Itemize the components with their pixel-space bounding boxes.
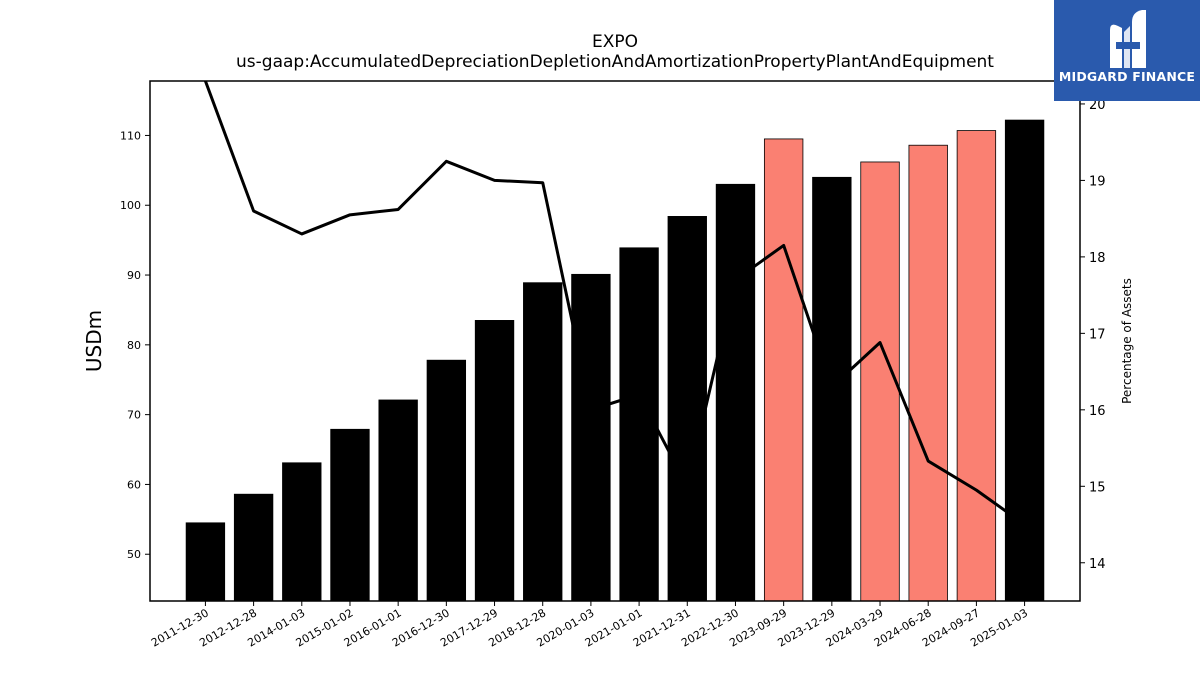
y-axis-label-left: USDm	[82, 309, 106, 373]
y-tick-label-left: 60	[127, 478, 141, 491]
midgard-finance-logo: MIDGARD FINANCE	[1054, 0, 1200, 101]
y-tick-label-right: 16	[1089, 404, 1106, 419]
logo-mark-icon	[1110, 10, 1146, 69]
y-tick-label-right: 17	[1089, 327, 1106, 342]
y-tick-label-right: 20	[1089, 98, 1106, 113]
y-tick-label-left: 110	[120, 129, 141, 142]
bar	[860, 161, 900, 601]
bar	[378, 399, 418, 601]
bar	[523, 282, 563, 601]
y-tick-label-left: 100	[120, 199, 141, 212]
bar	[667, 216, 707, 601]
bar	[1004, 119, 1045, 601]
percentage-line	[204, 81, 1026, 526]
bar	[330, 428, 370, 601]
bar	[956, 130, 997, 601]
bar	[282, 462, 322, 601]
bar	[474, 320, 515, 601]
bar	[715, 183, 756, 601]
y-tick-label-left: 70	[127, 409, 141, 422]
y-tick-label-right: 18	[1089, 251, 1106, 266]
y-tick-label-left: 80	[127, 339, 141, 352]
bar	[908, 144, 948, 601]
y-tick-label-right: 14	[1089, 557, 1106, 572]
y-axis-label-right: Percentage of Assets	[1120, 278, 1134, 404]
bar	[185, 522, 226, 601]
bar	[571, 273, 611, 601]
chart-title: EXPO	[591, 32, 639, 52]
bar	[763, 138, 804, 601]
bar	[233, 493, 274, 601]
plot-frame	[149, 80, 1081, 602]
chart-subtitle: us-gaap:AccumulatedDepreciationDepletion…	[236, 52, 994, 72]
y-tick-label-right: 15	[1089, 480, 1106, 495]
y-tick-label-right: 19	[1089, 174, 1106, 189]
bar	[812, 176, 852, 601]
bar	[426, 359, 467, 601]
bar	[619, 247, 659, 601]
plot-area	[185, 81, 1045, 601]
y-tick-label-left: 50	[127, 548, 141, 561]
logo-text: MIDGARD FINANCE	[1058, 69, 1196, 84]
y-tick-label-left: 90	[127, 269, 141, 282]
